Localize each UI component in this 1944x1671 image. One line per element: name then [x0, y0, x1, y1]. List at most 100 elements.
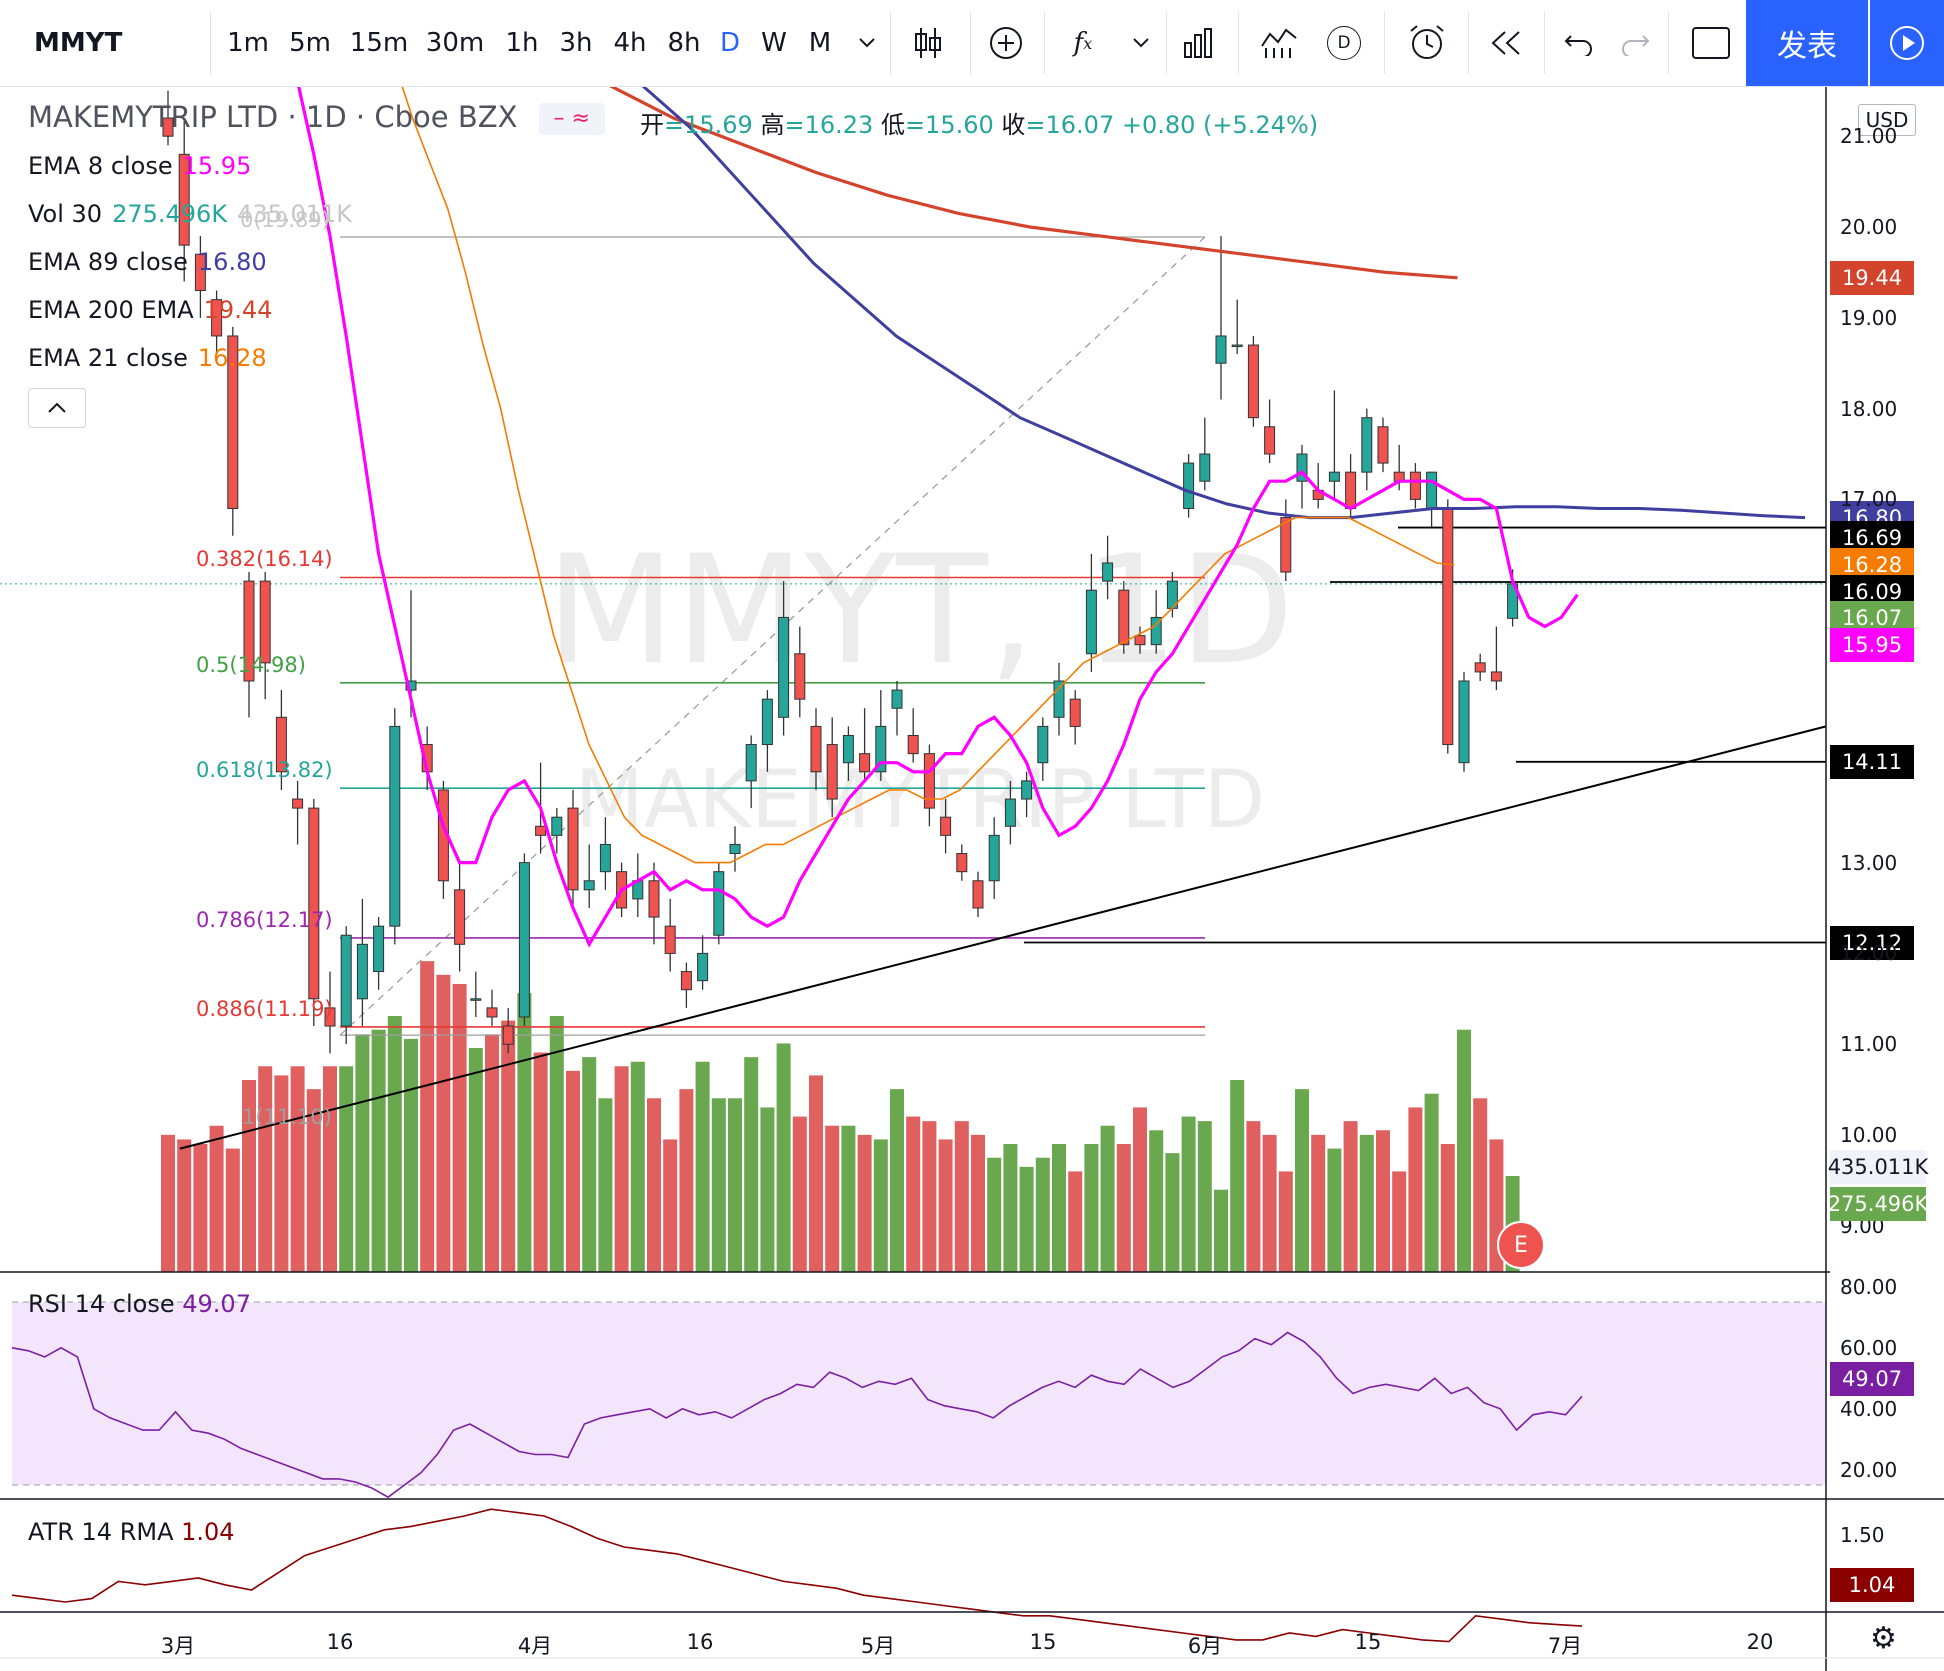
- compare-add-icon[interactable]: [978, 0, 1034, 86]
- candle-body: [745, 744, 757, 782]
- interval-1m-button[interactable]: 1m: [227, 28, 269, 58]
- volume-bar: [873, 1139, 888, 1272]
- price-axis-label: 13.00: [1840, 850, 1898, 875]
- atr-legend[interactable]: ATR 14 RMA 1.04: [28, 1518, 235, 1546]
- fullscreen-square-icon[interactable]: [1678, 0, 1744, 86]
- volume-bar: [614, 1066, 629, 1272]
- volume-bar: [1052, 1144, 1066, 1272]
- high-label: 高: [760, 111, 785, 139]
- redo-icon[interactable]: [1608, 0, 1662, 86]
- candle-body: [1442, 507, 1454, 746]
- candle-body: [405, 680, 417, 691]
- interval-3h-button[interactable]: 3h: [559, 28, 593, 58]
- candle-body: [1490, 671, 1502, 682]
- interval-5m-button[interactable]: 5m: [289, 28, 331, 58]
- candle-body: [1118, 589, 1130, 646]
- volume-bars: [161, 961, 1520, 1272]
- volume-bar: [1424, 1093, 1439, 1272]
- legend-ema8[interactable]: EMA 8 close 15.95: [28, 152, 261, 180]
- vol-extra: 435.011K: [237, 200, 353, 228]
- candle-body: [1361, 417, 1373, 473]
- volume-bar: [1149, 1130, 1164, 1272]
- candle-body: [1037, 725, 1049, 764]
- rsi-legend[interactable]: RSI 14 close 49.07: [28, 1290, 251, 1318]
- interval-4h-button[interactable]: 4h: [613, 28, 647, 58]
- legend-collapse-button[interactable]: [28, 388, 86, 428]
- volume-bar: [825, 1125, 840, 1272]
- symbol-search-button[interactable]: MMYT: [34, 28, 123, 58]
- candle-body: [810, 725, 822, 773]
- horizontal-lines[interactable]: [0, 526, 1826, 944]
- legend-ema200[interactable]: EMA 200 EMA 19.44: [28, 296, 282, 324]
- legend-ema21[interactable]: EMA 21 close 16.28: [28, 344, 277, 372]
- volume-bar: [647, 1098, 661, 1272]
- volume-bar: [193, 1144, 208, 1272]
- ema89-value: 16.80: [197, 248, 267, 276]
- volume-bar: [744, 1057, 759, 1272]
- toolbar-divider: [1166, 12, 1167, 74]
- legend-volume[interactable]: Vol 30 275.496K 435.011K: [28, 200, 362, 228]
- volume-bar: [452, 984, 467, 1272]
- chart-title-text: MAKEMYTRIP LTD · 1D · Cboe BZX: [28, 100, 518, 134]
- publish-button[interactable]: 发表: [1746, 0, 1868, 86]
- toolbar-divider: [1238, 12, 1239, 74]
- candle-body: [1296, 453, 1308, 482]
- legend-toggle-icon[interactable]: – ≈: [538, 103, 605, 135]
- interval-dropdown-chevron-icon[interactable]: [850, 0, 884, 86]
- templates-chart-icon[interactable]: [1250, 0, 1310, 86]
- interval-m-button[interactable]: M: [808, 28, 832, 58]
- volume-bar: [1359, 1134, 1374, 1272]
- candle-body: [729, 843, 741, 855]
- trendline[interactable]: [179, 725, 1827, 1150]
- legend-ema89[interactable]: EMA 89 close 16.80: [28, 248, 277, 276]
- fib-label-0.886: 0.886(11.19): [196, 996, 333, 1021]
- volume-bar: [1035, 1157, 1050, 1272]
- financials-bar-chart-icon[interactable]: [1172, 0, 1228, 86]
- interval-8h-button[interactable]: 8h: [667, 28, 701, 58]
- volume-bar: [485, 1034, 499, 1272]
- ema21-value: 16.28: [197, 344, 267, 372]
- chart-canvas[interactable]: MMYT, 1D MAKEMYTRIP LTD: [0, 87, 1944, 1671]
- candle-body: [389, 725, 401, 927]
- candle-body: [1426, 471, 1438, 509]
- candle-body: [761, 698, 773, 746]
- interval-1h-button[interactable]: 1h: [505, 28, 539, 58]
- indicators-dropdown-chevron-icon[interactable]: [1124, 0, 1158, 86]
- volume-bar: [225, 1148, 240, 1272]
- candle-body: [697, 952, 709, 982]
- ema200-name: EMA 200 EMA: [28, 296, 194, 324]
- candle-body: [292, 798, 304, 809]
- interval-15m-button[interactable]: 15m: [349, 28, 409, 58]
- volume-bar: [938, 1139, 953, 1272]
- candle-body: [275, 716, 287, 773]
- undo-icon[interactable]: [1552, 0, 1606, 86]
- candle-body: [923, 753, 935, 809]
- candle-body: [454, 889, 466, 945]
- atr-name: ATR 14 RMA: [28, 1518, 174, 1546]
- volume-bar: [1230, 1080, 1245, 1272]
- fib-retracement[interactable]: [339, 236, 1206, 1036]
- alert-clock-icon[interactable]: [1396, 0, 1458, 86]
- d-badge-button[interactable]: D: [1322, 0, 1366, 86]
- interval-w-button[interactable]: W: [761, 28, 787, 58]
- settings-gear-icon[interactable]: ⚙: [1870, 1621, 1897, 1656]
- fib-diagonal-line: [339, 236, 1206, 1036]
- volume-bar: [1246, 1121, 1261, 1272]
- candle-style-icon[interactable]: [900, 0, 956, 86]
- volume-bar: [274, 1075, 289, 1272]
- currency-badge[interactable]: USD: [1858, 104, 1916, 136]
- earnings-marker[interactable]: E: [1497, 1221, 1545, 1269]
- candle-body: [1150, 616, 1162, 646]
- replay-rewind-icon[interactable]: [1478, 0, 1534, 86]
- interval-30m-button[interactable]: 30m: [425, 28, 485, 58]
- price-axis-label: 21.00: [1840, 124, 1898, 149]
- play-icon[interactable]: [1870, 0, 1944, 86]
- toolbar-divider: [1468, 12, 1469, 74]
- interval-d-button[interactable]: D: [719, 28, 741, 58]
- volume-bar: [728, 1098, 742, 1272]
- fib-label-0.786: 0.786(12.17): [196, 907, 333, 932]
- ema8-name: EMA 8 close: [28, 152, 173, 180]
- watermark: MMYT, 1D MAKEMYTRIP LTD: [546, 524, 1294, 846]
